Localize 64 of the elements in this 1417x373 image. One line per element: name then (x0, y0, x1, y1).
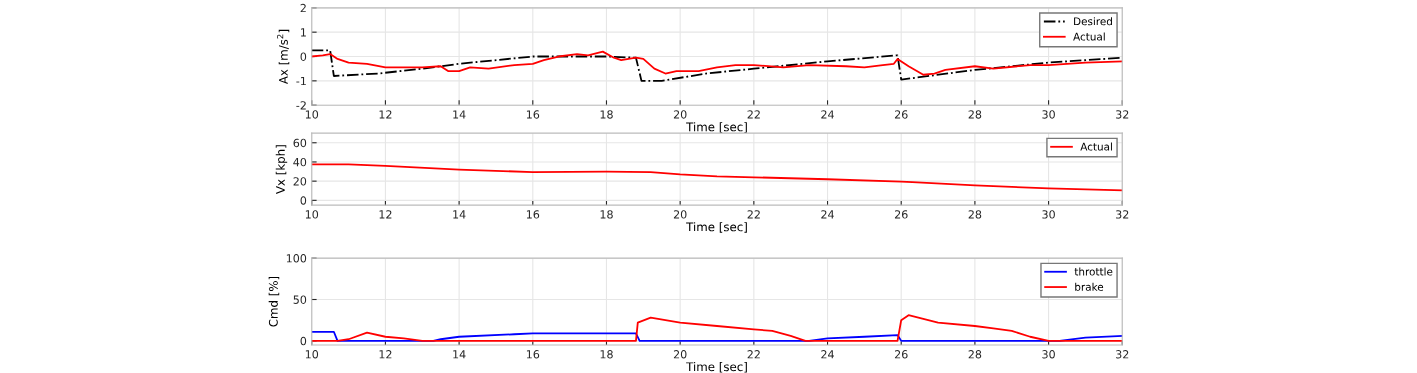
x-axis-title: Time [sec] (686, 122, 747, 133)
y-tick-label: 2 (300, 3, 306, 13)
x-tick-label: 12 (379, 110, 392, 119)
x-tick-label: 16 (526, 110, 540, 119)
y-axis-title: Cmd [%] (268, 276, 280, 327)
y-tick-label: 0 (300, 336, 307, 346)
x-tick-label: 14 (453, 350, 466, 359)
legend-label: Actual (1080, 142, 1112, 151)
y-tick-label: 60 (293, 138, 307, 148)
x-tick-label: 18 (600, 210, 613, 219)
x-tick-label: 14 (453, 210, 466, 219)
y-tick-label: 0 (300, 52, 307, 61)
y-tick-label: 1 (301, 28, 306, 37)
x-tick-label: 32 (1116, 110, 1129, 119)
y-axis-title: Ax [m/s$^{2}$] (277, 29, 290, 85)
y-tick-label: -1 (296, 76, 306, 86)
y-axis-title: Vx [kph] (275, 145, 288, 194)
x-tick-label: 18 (600, 110, 613, 119)
y-tick-label: 100 (286, 254, 307, 263)
x-tick-label: 12 (379, 350, 392, 359)
x-tick-label: 22 (747, 350, 760, 359)
x-tick-label: 16 (526, 210, 540, 219)
x-tick-label: 20 (673, 350, 687, 359)
x-tick-label: 30 (1042, 110, 1055, 119)
legend-label: Actual (1073, 32, 1105, 41)
line-series (311, 314, 1123, 342)
x-tick-label: 26 (894, 210, 908, 219)
x-tick-label: 22 (747, 110, 760, 119)
y-tick-label: -2 (296, 101, 306, 110)
line-series (311, 163, 1123, 192)
x-tick-label: 10 (305, 210, 319, 219)
x-axis-title: Time [sec] (686, 362, 747, 373)
x-tick-label: 16 (526, 350, 540, 359)
x-tick-label: 28 (968, 350, 982, 359)
x-tick-label: 28 (968, 210, 982, 219)
legend-label: brake (1075, 282, 1104, 291)
line-series (311, 330, 1123, 342)
x-tick-label: 30 (1042, 350, 1055, 359)
x-tick-label: 32 (1116, 350, 1129, 359)
x-tick-label: 24 (821, 350, 834, 359)
x-axis-title: Time [sec] (686, 222, 747, 233)
x-tick-label: 24 (821, 110, 834, 119)
y-tick-label: 20 (293, 177, 307, 186)
x-tick-label: 10 (305, 350, 319, 359)
y-tick-label: 0 (300, 196, 307, 205)
x-tick-label: 24 (821, 210, 834, 219)
x-tick-label: 28 (968, 110, 982, 119)
x-tick-label: 14 (453, 110, 466, 119)
line-series (311, 50, 1123, 76)
x-tick-label: 20 (673, 110, 687, 119)
legend-label: throttle (1074, 267, 1113, 276)
x-tick-label: 22 (747, 210, 760, 219)
y-tick-label: 50 (293, 295, 307, 304)
x-tick-label: 26 (894, 110, 908, 119)
x-tick-label: 20 (673, 210, 687, 219)
legend-label: Desired (1074, 17, 1112, 26)
y-tick-label: 40 (293, 157, 307, 167)
x-tick-label: 18 (600, 350, 613, 359)
x-tick-label: 30 (1042, 210, 1055, 219)
x-tick-label: 10 (305, 110, 319, 119)
x-tick-label: 26 (894, 350, 908, 359)
x-tick-label: 32 (1116, 210, 1129, 219)
line-series (311, 49, 1123, 82)
x-tick-label: 12 (379, 210, 392, 219)
